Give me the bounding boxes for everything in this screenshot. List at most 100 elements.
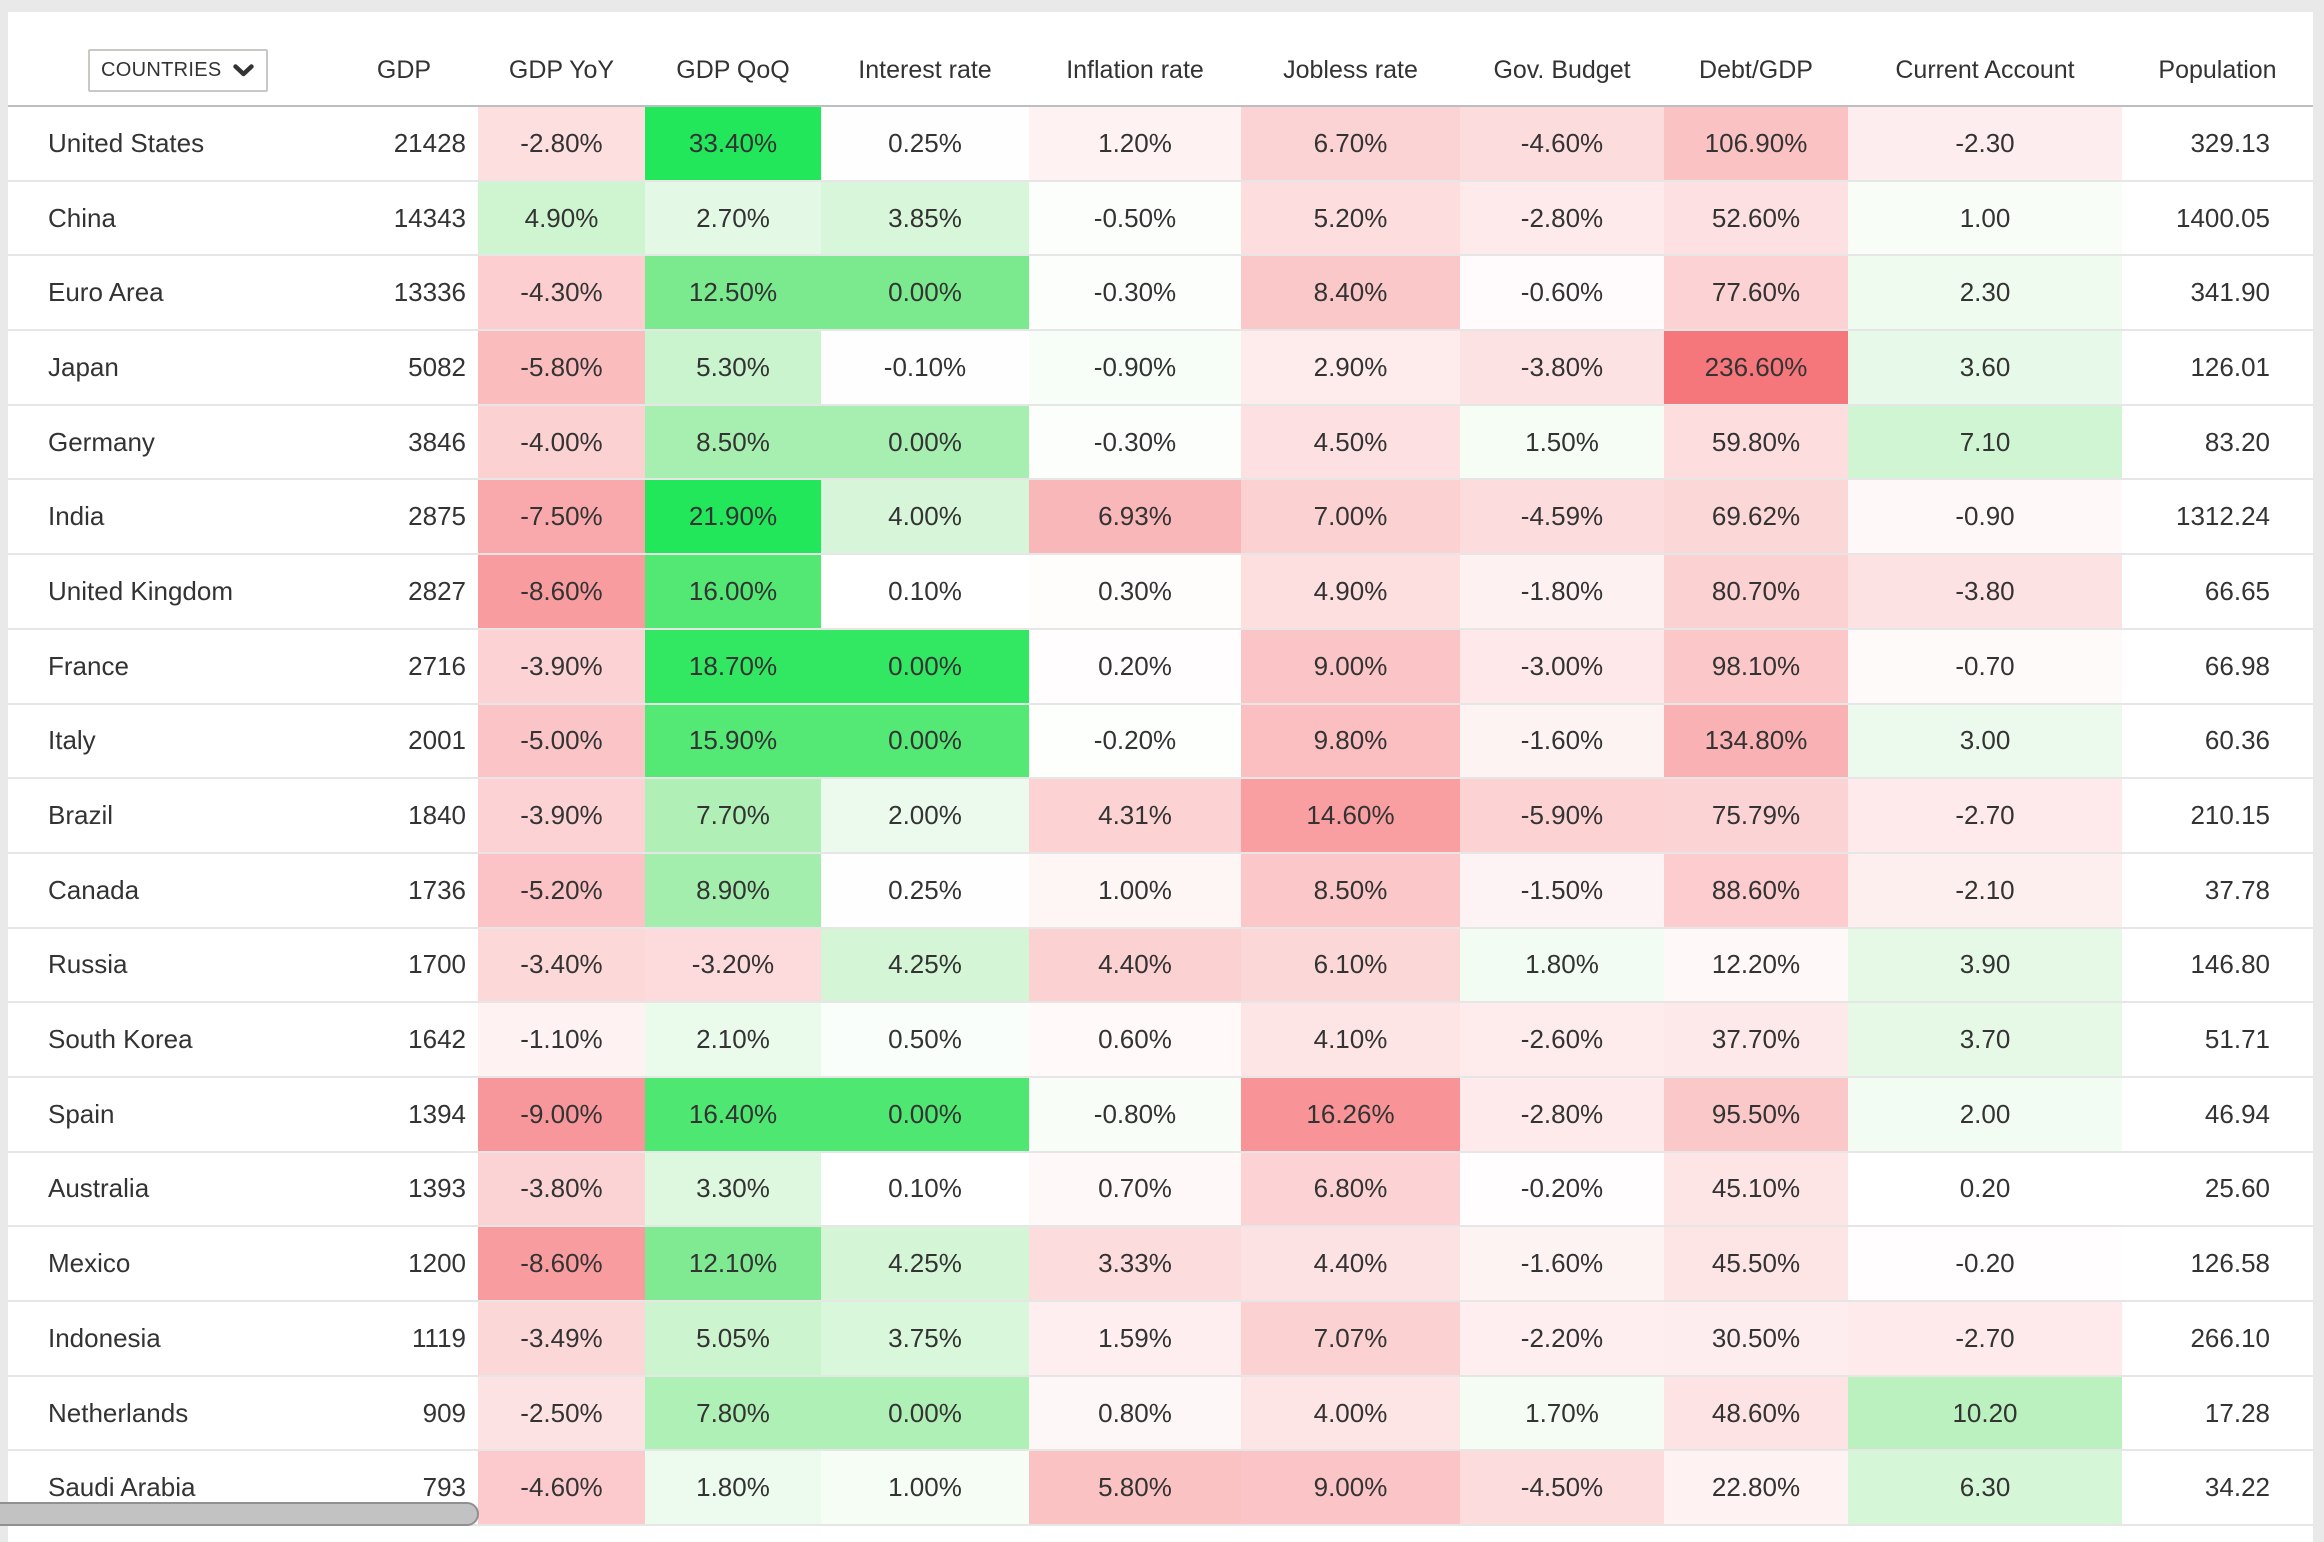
table-row[interactable]: France 2716 -3.90% 18.70% 0.00% 0.20% 9.00% -3.…: [8, 629, 2313, 705]
table-cell: 9.00%: [1241, 629, 1460, 703]
table-cell: 8.50%: [645, 405, 821, 479]
table-cell: 5.05%: [645, 1302, 821, 1375]
column-header-gdp: GDP: [376, 56, 432, 84]
table-cell: 12.20%: [1664, 928, 1848, 1002]
table-cell: -1.80%: [1460, 555, 1664, 628]
table-row[interactable]: United Kingdom 2827 -8.60% 16.00% 0.10% 0.30%…: [8, 555, 2313, 630]
column-header-gdp-yoy: GDP YoY: [508, 56, 615, 84]
table-cell: 1700: [408, 949, 466, 980]
table-cell: 1400.05: [2176, 202, 2270, 233]
table-cell: -2.80%: [478, 107, 645, 180]
table-cell: -0.90%: [1029, 331, 1241, 404]
table-row[interactable]: Russia 1700 -3.40% -3.20% 4.25% 4.40% 6.10% 1.8…: [8, 928, 2313, 1004]
table-row[interactable]: India 2875 -7.50% 21.90% 4.00% 6.93% 7.00% -4.5…: [8, 480, 2313, 556]
table-cell: 5.80%: [1029, 1451, 1241, 1525]
table-cell: -1.60%: [1460, 1227, 1664, 1300]
table-cell: 6.93%: [1029, 480, 1241, 554]
table-cell: -0.30%: [1029, 405, 1241, 479]
horizontal-scrollbar-thumb[interactable]: [0, 1502, 479, 1526]
table-cell: -0.90: [1848, 480, 2122, 554]
table-cell: -2.10: [1848, 853, 2122, 927]
table-cell: 3.33%: [1029, 1227, 1241, 1300]
table-cell: 37.70%: [1664, 1003, 1848, 1076]
column-header-inflation-rate: Inflation rate: [1066, 56, 1204, 84]
table-cell: -4.60%: [478, 1451, 645, 1525]
table-cell: 4.31%: [1029, 779, 1241, 852]
table-cell: 75.79%: [1664, 779, 1848, 852]
table-cell: 146.80: [2190, 949, 2270, 980]
countries-dropdown-label: COUNTRIES: [101, 59, 222, 81]
table-cell: 4.90%: [478, 181, 645, 255]
column-header-debt-gdp: Debt/GDP: [1699, 56, 1813, 84]
table-row[interactable]: Germany 3846 -4.00% 8.50% 0.00% -0.30% 4.50% 1.…: [8, 405, 2313, 481]
table-cell: 16.26%: [1241, 1077, 1460, 1151]
table-row[interactable]: China 14343 4.90% 2.70% 3.85% -0.50% 5.20% -2.8…: [8, 181, 2313, 257]
table-cell: 2.00%: [821, 779, 1029, 852]
column-header-jobless-rate: Jobless rate: [1283, 56, 1418, 84]
column-header-current-account: Current Account: [1895, 56, 2075, 84]
table-cell: 13336: [393, 277, 466, 308]
table-row[interactable]: United States 21428 -2.80% 33.40% 0.25% 1.20%…: [8, 107, 2313, 182]
table-cell: 2827: [408, 575, 466, 606]
table-cell: 1.80%: [1460, 928, 1664, 1002]
table-cell: 1.50%: [1460, 405, 1664, 479]
table-cell: 52.60%: [1664, 181, 1848, 255]
table-row[interactable]: Saudi Arabia 793 -4.60% 1.80% 1.00% 5.80% 9.00…: [8, 1451, 2313, 1527]
table-cell: -2.80%: [1460, 1077, 1664, 1151]
table-row[interactable]: Mexico 1200 -8.60% 12.10% 4.25% 3.33% 4.40% -1.…: [8, 1227, 2313, 1302]
table-cell: 793: [422, 1472, 466, 1503]
country-name-cell: South Korea: [48, 1024, 193, 1055]
table-cell: 126.01: [2190, 351, 2270, 382]
country-name-cell: Netherlands: [48, 1397, 189, 1428]
table-cell: 4.90%: [1241, 555, 1460, 628]
table-cell: 8.50%: [1241, 853, 1460, 927]
table-row[interactable]: Indonesia 1119 -3.49% 5.05% 3.75% 1.59% 7.07% -…: [8, 1302, 2313, 1377]
table-row[interactable]: Netherlands 909 -2.50% 7.80% 0.00% 0.80% 4.00%…: [8, 1376, 2313, 1452]
table-cell: -2.50%: [478, 1376, 645, 1450]
table-cell: 25.60: [2204, 1173, 2270, 1204]
table-cell: 0.50%: [821, 1003, 1029, 1076]
table-cell: 0.70%: [1029, 1152, 1241, 1226]
table-cell: -4.30%: [478, 256, 645, 330]
table-cell: 14.60%: [1241, 779, 1460, 852]
countries-dropdown[interactable]: COUNTRIES: [88, 49, 269, 92]
table-row[interactable]: Australia 1393 -3.80% 3.30% 0.10% 0.70% 6.80% -…: [8, 1152, 2313, 1228]
table-cell: -4.50%: [1460, 1451, 1664, 1525]
table-cell: 1200: [408, 1248, 466, 1279]
table-cell: 0.10%: [821, 555, 1029, 628]
country-name-cell: Canada: [48, 874, 140, 905]
country-name-cell: Euro Area: [48, 277, 164, 308]
table-cell: 1.70%: [1460, 1376, 1664, 1450]
table-cell: 1.00: [1848, 181, 2122, 255]
table-cell: 1.00%: [821, 1451, 1029, 1525]
table-row[interactable]: Spain 1394 -9.00% 16.40% 0.00% -0.80% 16.26% -2…: [8, 1077, 2313, 1153]
table-cell: 3846: [408, 426, 466, 457]
table-cell: -0.60%: [1460, 256, 1664, 330]
table-row[interactable]: Canada 1736 -5.20% 8.90% 0.25% 1.00% 8.50% -1.5…: [8, 853, 2313, 929]
countries-table-card: COUNTRIES GDP GDP YoY GDP QoQ Interest rate…: [8, 12, 2313, 1542]
table-cell: 1394: [408, 1098, 466, 1129]
table-row[interactable]: Italy 2001 -5.00% 15.90% 0.00% -0.20% 9.80% -1.…: [8, 704, 2313, 780]
country-name-cell: Saudi Arabia: [48, 1472, 196, 1503]
table-row[interactable]: Brazil 1840 -3.90% 7.70% 2.00% 4.31% 14.60% -5.…: [8, 779, 2313, 854]
table-cell: 98.10%: [1664, 629, 1848, 703]
table-cell: 2716: [408, 650, 466, 681]
table-cell: 4.10%: [1241, 1003, 1460, 1076]
table-cell: -9.00%: [478, 1077, 645, 1151]
table-cell: 210.15: [2190, 800, 2270, 831]
table-cell: 6.80%: [1241, 1152, 1460, 1226]
table-row[interactable]: Euro Area 13336 -4.30% 12.50% 0.00% -0.30% 8.4…: [8, 256, 2313, 332]
table-cell: 0.25%: [821, 107, 1029, 180]
table-cell: -1.10%: [478, 1003, 645, 1076]
table-cell: -5.90%: [1460, 779, 1664, 852]
table-row[interactable]: Japan 5082 -5.80% 5.30% -0.10% -0.90% 2.90% -3.…: [8, 331, 2313, 406]
table-cell: -3.80%: [1460, 331, 1664, 404]
table-cell: 7.70%: [645, 779, 821, 852]
table-cell: 45.50%: [1664, 1227, 1848, 1300]
table-cell: 48.60%: [1664, 1376, 1848, 1450]
table-row[interactable]: South Korea 1642 -1.10% 2.10% 0.50% 0.60% 4.10…: [8, 1003, 2313, 1078]
table-cell: -4.60%: [1460, 107, 1664, 180]
table-cell: 0.00%: [821, 704, 1029, 778]
table-cell: 21428: [393, 127, 466, 158]
table-cell: 909: [422, 1397, 466, 1428]
